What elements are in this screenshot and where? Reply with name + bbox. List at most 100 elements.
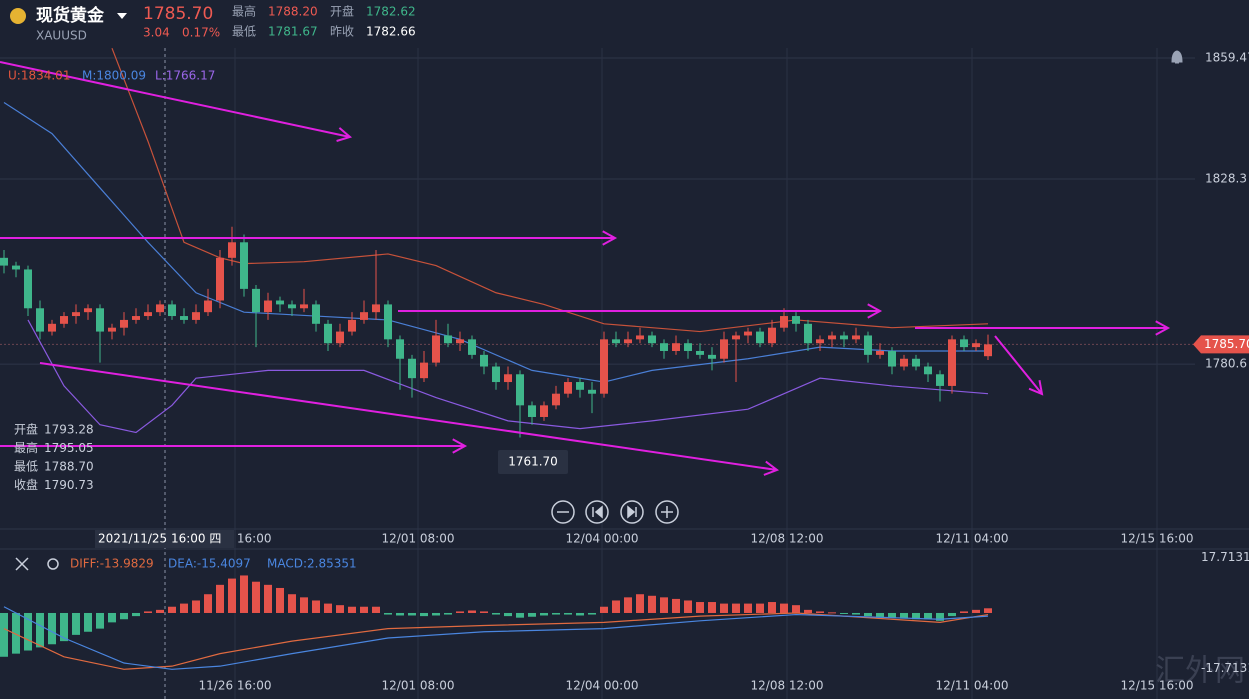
- candle-body: [612, 339, 620, 344]
- macd-bar: [36, 612, 44, 648]
- macd-bar: [864, 612, 872, 617]
- macd-bar: [840, 612, 848, 614]
- y-tick-label: 1828.3: [1205, 172, 1247, 186]
- candle-body: [744, 331, 752, 336]
- arrow: [0, 230, 618, 246]
- gold-icon: [10, 8, 26, 24]
- candle-body: [480, 354, 488, 367]
- band-lower-label: L:1766.17: [155, 69, 215, 83]
- candle-body: [36, 308, 44, 332]
- macd-bar: [60, 612, 68, 642]
- macd-bar: [84, 612, 92, 632]
- macd-bar: [780, 603, 788, 613]
- candle-body: [924, 366, 932, 375]
- ohlc-label: 收盘: [14, 477, 38, 492]
- macd-bar: [384, 612, 392, 615]
- indicator-settings[interactable]: [47, 558, 59, 570]
- macd-bar: [720, 603, 728, 613]
- ohlc-label: 最低: [14, 460, 38, 474]
- ohlc-value: 1788.70: [44, 460, 94, 474]
- candle-body: [156, 304, 164, 313]
- candle-body: [852, 335, 860, 340]
- candle-body: [984, 344, 992, 357]
- macd-bar: [48, 612, 56, 645]
- x-tick-label: 12/11 04:00: [936, 679, 1009, 693]
- macd-bar: [936, 612, 944, 621]
- macd-bar: [792, 605, 800, 613]
- stat-value: 1782.66: [366, 25, 416, 39]
- macd-bar: [660, 597, 668, 613]
- candle-body: [384, 304, 392, 340]
- candle-body: [912, 358, 920, 367]
- candle-body: [468, 339, 476, 355]
- macd-bar: [336, 605, 344, 613]
- macd-bar: [588, 612, 596, 615]
- candle-body: [120, 319, 128, 328]
- ohlc-label: 开盘: [14, 422, 38, 437]
- candle-body: [432, 335, 440, 363]
- candle-body: [672, 343, 680, 351]
- close-indicator[interactable]: [15, 557, 29, 571]
- macd-bar: [408, 612, 416, 616]
- arrow: [915, 320, 1171, 336]
- candle-body: [648, 335, 656, 344]
- candle-body: [876, 350, 884, 355]
- x-tick-label: 12/04 00:00: [566, 532, 639, 546]
- candle-body: [456, 339, 464, 344]
- candle-body: [516, 374, 524, 406]
- macd-tick-label: 17.7131: [1201, 550, 1249, 564]
- watermark: 汇外网: [1155, 654, 1245, 689]
- macd-bar: [696, 602, 704, 613]
- stat-label: 最高: [232, 4, 256, 19]
- candle-body: [504, 374, 512, 383]
- macd-bar: [96, 612, 104, 629]
- macd-bar: [456, 611, 464, 613]
- candle-body: [900, 358, 908, 367]
- x-tick-label: 12/04 00:00: [566, 679, 639, 693]
- macd-bar: [144, 611, 152, 613]
- macd-bar: [624, 597, 632, 613]
- macd-bar: [420, 612, 428, 617]
- macd-bar: [900, 612, 908, 619]
- candle-body: [780, 316, 788, 328]
- candle-body: [804, 323, 812, 344]
- icon: [661, 506, 673, 518]
- candle-body: [12, 265, 20, 270]
- alert-bell[interactable]: [1171, 50, 1183, 64]
- candle-body: [564, 382, 572, 394]
- macd-bar: [156, 609, 164, 613]
- macd-bar: [600, 606, 608, 613]
- candle-body: [840, 335, 848, 340]
- symbol-code: XAUUSD: [36, 29, 87, 43]
- diff-label: DIFF:-13.9829: [70, 557, 154, 571]
- x-tick-label: 12/01 08:00: [382, 532, 455, 546]
- candle-body: [300, 304, 308, 309]
- x-tick-label: 12/15 16:00: [1121, 679, 1194, 693]
- candle-body: [528, 405, 536, 417]
- arrow: [0, 438, 468, 454]
- macd-bar: [216, 584, 224, 613]
- macd-bar: [528, 612, 536, 617]
- macd-bar: [768, 602, 776, 613]
- arrow: [39, 362, 780, 476]
- candle-body: [396, 339, 404, 359]
- low-callout: 1761.70: [508, 455, 558, 469]
- macd-bar: [396, 612, 404, 616]
- macd-line: [3, 612, 989, 670]
- macd-bar: [360, 606, 368, 613]
- macd-bar: [564, 612, 572, 615]
- candle-body: [708, 354, 716, 359]
- candle-body: [108, 327, 116, 332]
- candle-body: [936, 374, 944, 386]
- macd-bar: [756, 603, 764, 613]
- ohlc-value: 1790.73: [44, 478, 94, 492]
- candle-body: [180, 316, 188, 320]
- annotations: [0, 61, 1171, 476]
- candle-body: [420, 362, 428, 379]
- candle-body: [660, 343, 668, 351]
- symbol-name[interactable]: 现货黄金: [36, 5, 105, 26]
- candle-body: [636, 335, 644, 340]
- dropdown[interactable]: [117, 13, 127, 19]
